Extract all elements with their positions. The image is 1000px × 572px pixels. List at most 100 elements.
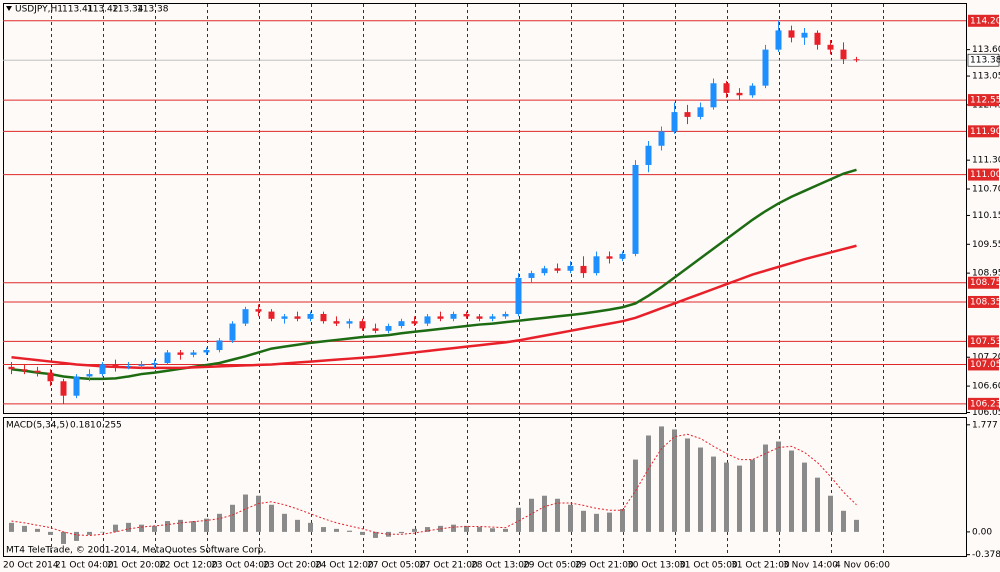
macd-title: MACD(5,34,5) (6, 421, 69, 431)
candle-body (242, 309, 249, 324)
x-tick-label: 3 Nov 14:00 (783, 561, 838, 571)
candle-body (645, 145, 652, 165)
y-tick-label: 110.70 (972, 185, 1000, 195)
candle-body (489, 316, 496, 319)
macd-bar (438, 525, 443, 532)
y-tick-label: 109.55 (972, 240, 1000, 250)
candle-body (60, 381, 67, 396)
copyright: MT4 TeleTrade, © 2001-2014, MetaQuotes S… (6, 546, 266, 556)
macd-bar (503, 528, 508, 532)
macd-bar (490, 528, 495, 532)
macd-bar (568, 504, 573, 532)
macd-value: 0.255 (96, 421, 122, 431)
candle-body (788, 30, 795, 38)
candle-body (99, 364, 106, 375)
macd-bar (711, 456, 716, 532)
candle-body (567, 265, 574, 271)
macd-bar (529, 498, 534, 532)
macd-bar (750, 459, 755, 532)
candle-body (632, 164, 639, 254)
level-label-box (968, 125, 999, 138)
macd-bar (399, 531, 404, 534)
candle-body (736, 92, 743, 96)
x-tick-label: 28 Oct 13:00 (471, 561, 530, 571)
level-label: 108.75 (970, 278, 1000, 288)
x-tick-label: 23 Oct 20:00 (263, 561, 322, 571)
candle-body (541, 268, 548, 274)
last-price-box (967, 53, 1000, 67)
candle-body (21, 369, 28, 371)
y-tick-label: 106.60 (972, 382, 1000, 392)
x-tick-label: 22 Oct 12:00 (159, 561, 218, 571)
candle-body (671, 112, 678, 132)
candle-body (762, 49, 769, 86)
y-tick-label: 111.30 (972, 156, 1000, 166)
candle-body (606, 256, 613, 259)
macd-bar (412, 528, 417, 532)
symbol-title: USDJPY,H1 (15, 5, 63, 15)
level-label: 107.53 (970, 337, 1000, 347)
x-tick-label: 31 Oct 21:00 (731, 561, 790, 571)
candle-body (619, 253, 626, 259)
candle-body (255, 309, 262, 312)
macd-bar (217, 513, 222, 532)
candle-body (294, 316, 301, 319)
y-tick-label: 1.777 (972, 420, 998, 430)
macd-bar (633, 459, 638, 532)
candle-body (710, 83, 717, 108)
macd-bar (698, 447, 703, 532)
level-label: 107.05 (970, 360, 1000, 370)
candle-body (437, 316, 444, 319)
macd-bar (815, 477, 820, 532)
candle-body (190, 352, 197, 355)
macd-bar (672, 429, 677, 532)
candle-body (398, 321, 405, 327)
candle-body (268, 311, 275, 319)
x-tick-label: 20 Oct 2014 (3, 561, 59, 571)
macd-bar (685, 438, 690, 532)
x-tick-label: 24 Oct 12:00 (315, 561, 374, 571)
macd-bar (737, 465, 742, 532)
macd-bar (659, 426, 664, 532)
macd-bar (48, 531, 53, 535)
signal-line (11, 433, 857, 537)
y-tick-label: 113.05 (972, 72, 1000, 82)
macd-bar (802, 462, 807, 532)
candle-body (515, 277, 522, 314)
level-label-box (968, 397, 999, 410)
candle-body (853, 59, 860, 61)
candle-body (827, 44, 834, 50)
macd-bar (126, 522, 131, 532)
macd-bar (9, 522, 14, 532)
candle-body (775, 30, 782, 50)
macd-bar (763, 444, 768, 532)
candle-body (463, 313, 470, 317)
candle-body (593, 256, 600, 274)
candle-body (177, 352, 184, 355)
candle-body (502, 313, 509, 317)
y-tick-label: 107.20 (972, 353, 1000, 363)
macd-bar (308, 522, 313, 532)
candle-body (151, 363, 158, 365)
candle-body (47, 372, 54, 382)
macd-bar (204, 518, 209, 532)
macd-bar (425, 527, 430, 532)
x-tick-label: 23 Oct 04:00 (211, 561, 270, 571)
candle-body (554, 268, 561, 271)
quote-value: 113.38 (137, 5, 169, 15)
macd-bar (386, 531, 391, 537)
x-tick-label: 21 Oct 20:00 (107, 561, 166, 571)
last-price-label: 113.38 (970, 56, 1000, 66)
macd-bar (776, 441, 781, 532)
macd-bar (178, 519, 183, 532)
candle-body (138, 364, 145, 366)
macd-bar (243, 494, 248, 532)
macd-bar (646, 435, 651, 532)
x-tick-label: 27 Oct 21:00 (419, 561, 478, 571)
macd-bar (620, 508, 625, 532)
macd-bar (35, 528, 40, 532)
candle-body (346, 321, 353, 324)
macd-bar (282, 513, 287, 532)
candle-body (476, 316, 483, 319)
